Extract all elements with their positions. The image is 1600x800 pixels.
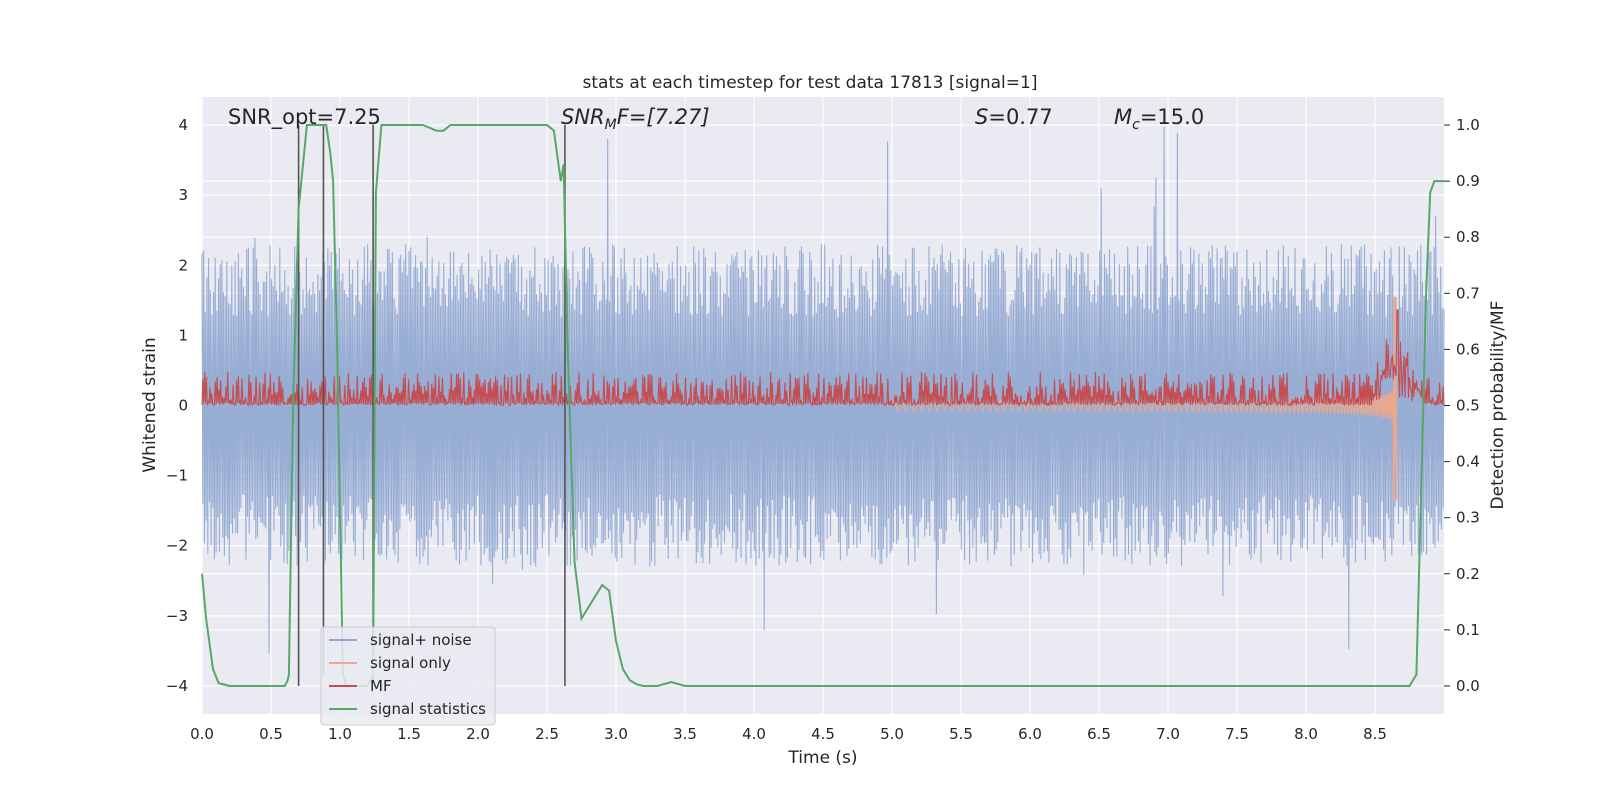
x-axis-ticks: 0.0 0.5 1.0 1.5 2.0 2.5 3.0 3.5 4.0 4.5 5.0 5.5 6.0 6… [190,725,1387,743]
annotation-mc: Mc=15.0 [1114,105,1204,133]
y-right-tick-label: 0.0 [1456,677,1480,695]
annotation-s-symbol: S [975,105,988,129]
y-left-tick-label: −2 [166,537,188,555]
legend-label-mf: MF [370,677,392,695]
series-signal-noise [201,126,1445,654]
series-mf [201,309,1445,408]
y-left-tick-label: −3 [166,607,188,625]
x-axis-label: Time (s) [787,748,857,768]
annotation-s-value: =0.77 [988,105,1052,129]
x-tick-label: 7.5 [1225,725,1249,743]
y-right-tick-label: 1.0 [1456,116,1480,134]
y-left-axis-ticks: 4 3 2 1 0 −1 −2 −3 −4 [166,116,188,695]
annotation-s: S=0.77 [975,105,1053,129]
annotation-snr-mf-value: F=[7.27] [617,105,710,129]
x-tick-label: 1.0 [328,725,352,743]
y-right-tick-label: 0.2 [1456,565,1480,583]
y-right-tick-label: 0.3 [1456,509,1480,527]
x-tick-label: 1.5 [397,725,421,743]
signal-statistics-line [201,124,1444,687]
annotation-snr-mf: SNRMF=[7.27] [561,105,710,133]
x-tick-label: 0.0 [190,725,214,743]
y-right-tick-label: 0.5 [1456,397,1480,415]
x-tick-label: 8.5 [1363,725,1387,743]
x-tick-label: 6.5 [1087,725,1111,743]
x-tick-label: 2.0 [466,725,490,743]
legend-box [320,626,496,726]
x-tick-label: 4.5 [811,725,835,743]
y-right-tick-label: 0.4 [1456,453,1480,471]
y-right-axis-label: Detection probability/MF [1488,301,1508,510]
y-left-tick-label: 2 [178,256,188,274]
mf-line [201,309,1445,408]
y-left-tick-label: −4 [166,677,188,695]
y-right-tick-label: 0.1 [1456,621,1480,639]
y-left-tick-label: 0 [178,397,188,415]
y-left-tick-label: −1 [166,467,188,485]
series-signal-statistics [201,124,1444,687]
annotation-snr-mf-symbol: SNR [561,105,605,129]
y-right-tick-label: 0.8 [1456,228,1480,246]
annotation-snr-mf-subscript: M [605,117,617,133]
signal-only-line [891,296,1398,501]
y-right-tick-label: 0.9 [1456,172,1480,190]
legend: signal+ noise signal only MF signal stat… [320,626,496,726]
x-tick-label: 6.0 [1018,725,1042,743]
y-left-tick-label: 3 [178,186,188,204]
y-left-tick-label: 4 [178,116,188,134]
y-right-axis-ticks: 1.0 0.9 0.8 0.7 0.6 0.5 0.4 0.3 0.2 0.1 0.0 [1444,116,1480,695]
x-tick-label: 5.0 [880,725,904,743]
x-tick-label: 8.0 [1294,725,1318,743]
x-tick-label: 3.0 [604,725,628,743]
y-right-tick-label: 0.7 [1456,284,1480,302]
legend-label-signal-noise: signal+ noise [370,631,472,649]
y-left-tick-label: 1 [178,326,188,344]
x-tick-label: 2.5 [535,725,559,743]
x-tick-label: 3.5 [673,725,697,743]
y-left-axis-label: Whitened strain [140,337,160,472]
chart-title: stats at each timestep for test data 178… [583,73,1038,93]
legend-label-signal-statistics: signal statistics [370,700,486,718]
x-tick-label: 7.0 [1156,725,1180,743]
annotation-mc-value: =15.0 [1140,105,1204,129]
annotation-mc-symbol: M [1114,105,1132,129]
series-signal-only [891,296,1398,501]
legend-label-signal-only: signal only [370,654,451,672]
signal-noise-line [201,126,1445,654]
x-tick-label: 5.5 [949,725,973,743]
x-tick-label: 0.5 [259,725,283,743]
y-right-tick-label: 0.6 [1456,340,1480,358]
annotation-snr-opt: SNR_opt=7.25 [228,105,381,130]
x-tick-label: 4.0 [742,725,766,743]
annotation-mc-subscript: c [1132,117,1140,133]
